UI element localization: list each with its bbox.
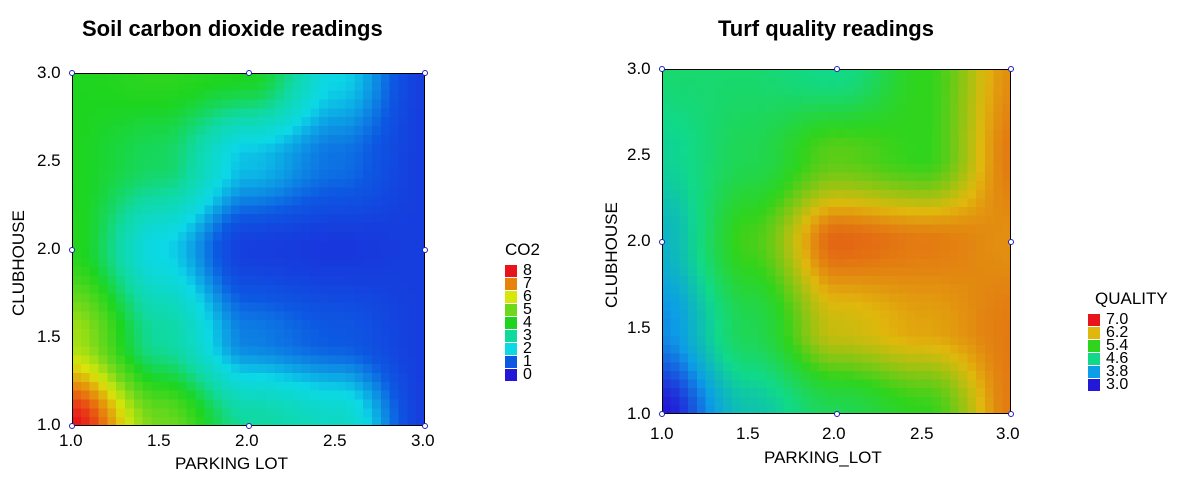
- legend-item: 6.2: [1088, 324, 1168, 341]
- x-tick: 2.0: [822, 424, 846, 443]
- y-tick: 3.0: [37, 63, 61, 82]
- x-tick: 1.0: [59, 431, 83, 450]
- legend-item: 5.4: [1088, 337, 1168, 354]
- legend-swatch: [1088, 365, 1100, 378]
- x-axis-label: PARKING_LOT: [764, 448, 882, 467]
- y-tick: 2.0: [627, 231, 651, 250]
- legend: QUALITY 7.0 6.2 5.4 4.6 3.8 3.0: [1088, 289, 1168, 393]
- x-tick: 2.5: [910, 424, 934, 443]
- legend-label: 5.4: [1106, 337, 1129, 354]
- sample-point-marker: [1008, 66, 1014, 72]
- legend-label: 0: [523, 366, 532, 383]
- legend-label: 6: [523, 288, 532, 305]
- legend-item: 3.0: [1088, 376, 1168, 393]
- legend-swatch: [505, 290, 517, 303]
- y-tick: 1.5: [37, 327, 61, 346]
- heatmap-field: [662, 69, 1011, 414]
- legend-item: 4.6: [1088, 350, 1168, 367]
- legend-label: 4.6: [1106, 350, 1129, 367]
- sample-point-marker: [422, 70, 428, 76]
- legend-item: 3.8: [1088, 363, 1168, 380]
- sample-point-marker: [69, 246, 75, 253]
- legend-label: 4: [523, 314, 532, 331]
- legend-swatch: [1088, 326, 1100, 339]
- legend-title: CO2: [505, 240, 540, 259]
- legend-swatch: [505, 277, 517, 290]
- legend-label: 6.2: [1106, 324, 1129, 341]
- sample-point-marker: [833, 66, 840, 72]
- legend-item: 3: [505, 327, 540, 344]
- sample-point-marker: [245, 423, 252, 429]
- sample-point-marker: [659, 66, 665, 72]
- legend-label: 8: [523, 262, 532, 279]
- legend-label: 3.0: [1106, 376, 1129, 393]
- sample-point-marker: [1008, 238, 1014, 245]
- x-tick: 2.5: [323, 431, 347, 450]
- legend-label: 1: [523, 353, 532, 370]
- y-tick: 1.0: [627, 404, 651, 423]
- legend-item: 7.0: [1088, 311, 1168, 328]
- chart-title: Soil carbon dioxide readings: [82, 16, 383, 41]
- legend-swatch: [505, 316, 517, 329]
- legend-swatch: [1088, 352, 1100, 365]
- sample-point-marker: [245, 70, 252, 76]
- y-tick: 1.0: [37, 415, 61, 434]
- legend-label: 7: [523, 275, 532, 292]
- legend-swatch: [1088, 378, 1100, 391]
- legend-swatch: [505, 329, 517, 342]
- legend-swatch: [505, 264, 517, 277]
- sample-point-marker: [422, 423, 428, 429]
- legend-item: 6: [505, 288, 540, 305]
- legend-item: 1: [505, 353, 540, 370]
- legend-label: 3.8: [1106, 363, 1129, 380]
- legend-label: 3: [523, 327, 532, 344]
- legend-item: 0: [505, 366, 540, 383]
- x-tick: 1.5: [147, 431, 171, 450]
- legend-item: 4: [505, 314, 540, 331]
- legend-item: 7: [505, 275, 540, 292]
- legend-title: QUALITY: [1095, 289, 1168, 308]
- heatmap-field: [72, 73, 425, 426]
- legend-label: 7.0: [1106, 311, 1129, 328]
- sample-point-marker: [833, 411, 840, 417]
- x-tick: 1.0: [650, 424, 674, 443]
- y-tick: 2.5: [627, 145, 651, 164]
- sample-point-marker: [659, 411, 665, 417]
- sample-point-marker: [659, 238, 665, 245]
- y-tick: 2.0: [37, 239, 61, 258]
- legend-swatch: [505, 303, 517, 316]
- legend-swatch: [505, 355, 517, 368]
- legend-item: 2: [505, 340, 540, 357]
- legend-item: 8: [505, 262, 540, 279]
- legend-swatch: [1088, 313, 1100, 326]
- y-axis-label: CLUBHOUSE: [602, 202, 621, 308]
- legend-swatch: [1088, 339, 1100, 352]
- legend-swatch: [505, 342, 517, 355]
- legend-label: 2: [523, 340, 532, 357]
- y-tick: 2.5: [37, 151, 61, 170]
- x-tick: 3.0: [411, 431, 435, 450]
- legend-item: 5: [505, 301, 540, 318]
- x-axis-label: PARKING LOT: [175, 454, 289, 473]
- sample-point-marker: [69, 423, 75, 429]
- chart-title: Turf quality readings: [718, 16, 934, 41]
- sample-point-marker: [422, 246, 428, 253]
- legend-swatch: [505, 368, 517, 381]
- x-tick: 1.5: [736, 424, 760, 443]
- sample-point-marker: [1008, 411, 1014, 417]
- y-axis-label: CLUBHOUSE: [9, 210, 28, 316]
- x-tick: 3.0: [996, 424, 1020, 443]
- sample-point-marker: [69, 70, 75, 76]
- legend-label: 5: [523, 301, 532, 318]
- y-tick: 3.0: [627, 59, 651, 78]
- y-tick: 1.5: [627, 318, 651, 337]
- x-tick: 2.0: [235, 431, 259, 450]
